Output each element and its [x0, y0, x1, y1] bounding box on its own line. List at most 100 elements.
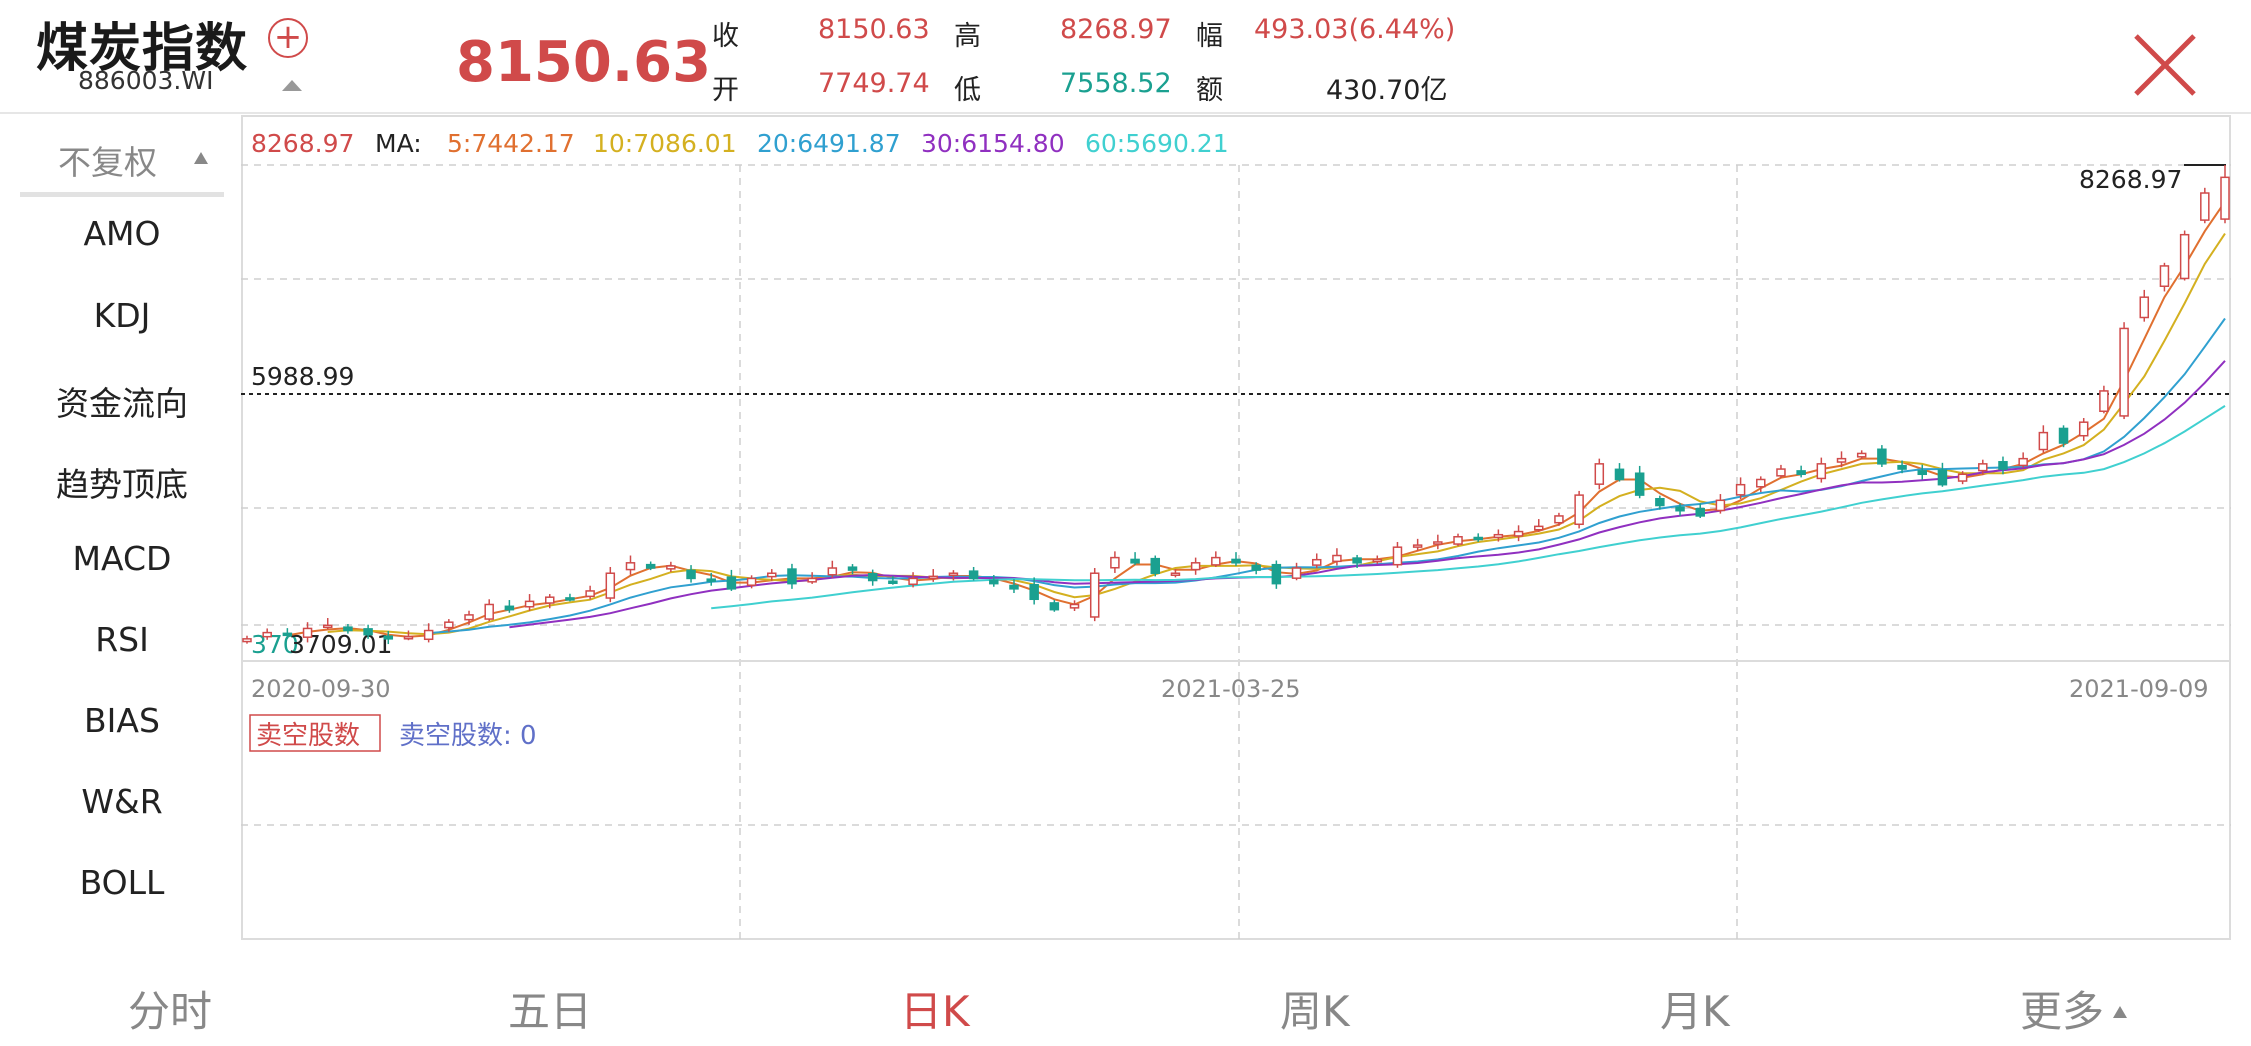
- x-date-end: 2021-09-09: [2069, 675, 2208, 703]
- candle: [1291, 562, 1302, 581]
- candle: [1332, 548, 1342, 566]
- candle: [585, 585, 595, 600]
- candle-body: [726, 576, 737, 590]
- candle: [1856, 450, 1867, 459]
- candle: [1069, 600, 1080, 611]
- amount-label: 额: [1196, 75, 1223, 106]
- candle: [706, 572, 716, 586]
- candle-body: [1170, 572, 1181, 576]
- candle-body: [363, 628, 373, 636]
- close-icon[interactable]: [2130, 30, 2200, 100]
- candle-body: [1130, 558, 1140, 564]
- candle-body: [1049, 602, 1060, 611]
- sidebar-item-rsi[interactable]: RSI: [95, 620, 149, 659]
- close-label: 收: [712, 21, 739, 52]
- candle-body: [2058, 427, 2069, 444]
- low-label: 低: [954, 75, 981, 106]
- candle: [1816, 457, 1827, 483]
- sidebar-item-macd[interactable]: MACD: [72, 539, 172, 578]
- candle-body: [282, 632, 293, 637]
- sidebar-item-bias[interactable]: BIAS: [84, 701, 160, 740]
- sidebar-item-amo[interactable]: AMO: [83, 214, 161, 253]
- candle-body: [1412, 544, 1423, 548]
- kline-chart[interactable]: 8268.97 MA: 5:7442.17 10:7086.01 20:6491…: [241, 115, 2231, 940]
- candle: [1877, 445, 1887, 467]
- candle-body: [1715, 499, 1726, 512]
- index-title: 煤炭指数: [36, 19, 249, 79]
- tab-intraday[interactable]: 分时: [128, 987, 213, 1036]
- candle: [1917, 464, 1927, 480]
- chart-frame: [241, 115, 2231, 940]
- candle-body: [2099, 390, 2109, 412]
- candle-body: [1816, 463, 1827, 480]
- legend-ma20: 20:6491.87: [757, 129, 901, 158]
- high-value: 8268.97: [1060, 14, 1172, 45]
- candle: [403, 630, 414, 641]
- candle-body: [847, 566, 858, 571]
- tab-weekly-k[interactable]: 周K: [1280, 987, 1350, 1036]
- candle: [968, 566, 979, 581]
- candle: [686, 565, 696, 583]
- candle: [1150, 555, 1161, 577]
- candle-body: [2179, 233, 2190, 280]
- candle: [1513, 525, 1524, 542]
- candles: [242, 165, 2230, 645]
- candle: [2139, 289, 2150, 322]
- candle-body: [1756, 478, 1766, 488]
- candle-body: [1150, 557, 1161, 574]
- tab-daily-k[interactable]: 日K: [900, 987, 970, 1036]
- candle: [867, 569, 878, 586]
- candle-body: [746, 577, 757, 586]
- candle: [504, 600, 515, 613]
- candle: [383, 630, 394, 645]
- candle: [726, 569, 737, 591]
- candle-body: [1735, 483, 1746, 496]
- candle-body: [1594, 463, 1605, 485]
- add-watchlist-icon[interactable]: +: [268, 18, 308, 58]
- candle-body: [1836, 457, 1847, 463]
- candle: [746, 575, 757, 589]
- candle: [242, 635, 252, 644]
- candle: [1574, 490, 1584, 529]
- tab-monthly-k[interactable]: 月K: [1660, 987, 1730, 1036]
- sidebar-item-wr[interactable]: W&R: [81, 782, 163, 821]
- sidebar-item-fund-flow[interactable]: 资金流向: [56, 384, 188, 423]
- sidebar-item-trend[interactable]: 趋势顶底: [56, 465, 188, 504]
- caret-up-icon[interactable]: [282, 80, 302, 91]
- candle: [625, 555, 636, 575]
- tab-more[interactable]: 更多: [2020, 987, 2105, 1036]
- candle-body: [1877, 448, 1887, 465]
- candle: [343, 624, 353, 634]
- candle-body: [888, 580, 898, 585]
- candle-body: [867, 573, 878, 582]
- candle: [807, 572, 817, 584]
- sidebar-item-kdj[interactable]: KDJ: [93, 296, 151, 335]
- tab-five-day[interactable]: 五日: [508, 987, 593, 1036]
- candle: [1453, 533, 1463, 547]
- candle-body: [2139, 296, 2150, 319]
- adjust-selector[interactable]: 不复权: [58, 143, 157, 182]
- candle: [666, 561, 676, 572]
- candle-body: [948, 572, 959, 577]
- candle-body: [1937, 469, 1948, 486]
- candle-body: [1695, 507, 1705, 517]
- candle: [2200, 187, 2210, 224]
- candle: [1089, 568, 1100, 622]
- candle-body: [1372, 558, 1383, 563]
- candle: [1271, 560, 1282, 589]
- candle: [2159, 262, 2170, 292]
- candle-body: [1856, 452, 1867, 458]
- sidebar-item-boll[interactable]: BOLL: [79, 863, 165, 902]
- candle-body: [504, 605, 515, 611]
- x-date-start: 2020-09-30: [251, 675, 390, 703]
- candle-body: [1978, 463, 1988, 472]
- candle: [282, 628, 293, 639]
- candle: [1130, 552, 1140, 565]
- candle-body: [1493, 533, 1504, 539]
- candle: [1554, 512, 1564, 526]
- candle-body: [2159, 265, 2170, 287]
- candle: [1776, 464, 1786, 478]
- ma60-line: [711, 405, 2226, 610]
- candle: [1049, 599, 1060, 612]
- candle: [1675, 503, 1685, 516]
